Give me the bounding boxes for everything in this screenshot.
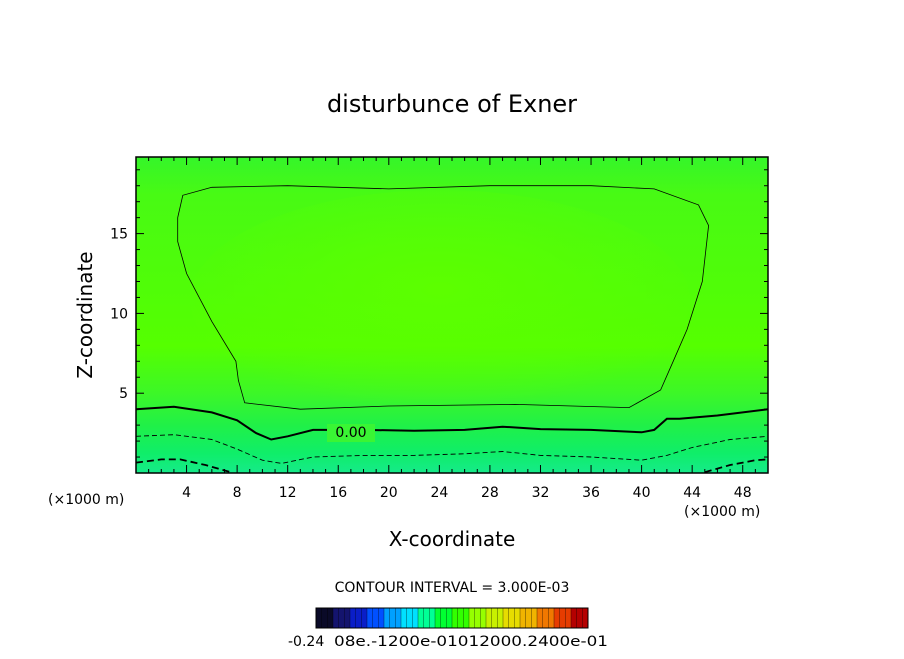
y-axis-label: Z-coordinate: [73, 251, 97, 378]
x-tick-label: 12: [279, 485, 297, 501]
colorbar-swatch: [486, 608, 504, 628]
colorbar-swatch: [384, 608, 402, 628]
chart-title: disturbunce of Exner: [327, 90, 577, 118]
colorbar-frame: [315, 607, 589, 629]
colorbar: [315, 607, 589, 629]
colorbar-min-label: -0.24: [288, 634, 324, 650]
x-tick-label: 16: [329, 485, 347, 501]
x-tick-label: 20: [380, 485, 398, 501]
x-tick-label: 4: [182, 485, 191, 501]
contour-label-zero: 0.00: [335, 425, 366, 441]
contour-line-2: [136, 434, 768, 464]
x-unit-right: (×1000 m): [684, 504, 760, 520]
plot-field: [136, 157, 768, 473]
x-axis-ticks: 4 8 12 16 20 24 28 32 36 40 44 48: [148, 157, 756, 501]
colorbar-swatch: [571, 608, 589, 628]
colorbar-swatch: [537, 608, 555, 628]
colorbar-swatch: [333, 608, 351, 628]
x-tick-label: 44: [683, 485, 701, 501]
x-tick-label: 24: [430, 485, 448, 501]
contour-line-0: [177, 185, 710, 410]
colorbar-swatch: [435, 608, 453, 628]
colorbar-swatch: [401, 608, 419, 628]
y-tick-label: 15: [110, 227, 128, 243]
x-unit-left: (×1000 m): [48, 492, 124, 508]
contour-interval-text: CONTOUR INTERVAL = 3.000E-03: [335, 580, 570, 596]
colorbar-swatch: [503, 608, 521, 628]
colorbar-swatch: [554, 608, 572, 628]
colorbar-swatch: [469, 608, 487, 628]
y-axis-ticks: 5 10 15: [110, 169, 768, 458]
contour-line-4: [704, 458, 768, 473]
y-tick-label: 5: [119, 386, 128, 402]
x-tick-label: 8: [233, 485, 242, 501]
colorbar-overlap-labels: 08e.-1200e-01012000.2400e-01: [334, 634, 608, 650]
colorbar-swatch: [367, 608, 385, 628]
colorbar-swatch: [418, 608, 436, 628]
x-axis-label: X-coordinate: [389, 527, 516, 551]
x-tick-label: 40: [633, 485, 651, 501]
x-tick-label: 28: [481, 485, 499, 501]
colorbar-swatch: [452, 608, 470, 628]
colorbar-swatch: [350, 608, 368, 628]
x-tick-label: 48: [734, 485, 752, 501]
x-tick-label: 36: [582, 485, 600, 501]
y-tick-label: 10: [110, 306, 128, 322]
contour-line-1: [136, 405, 768, 441]
contour-line-3: [136, 458, 232, 473]
colorbar-swatch: [520, 608, 538, 628]
colorbar-swatch: [316, 608, 334, 628]
contour-label-bg: [327, 424, 375, 442]
contour-lines: [136, 185, 768, 473]
x-tick-label: 32: [532, 485, 550, 501]
